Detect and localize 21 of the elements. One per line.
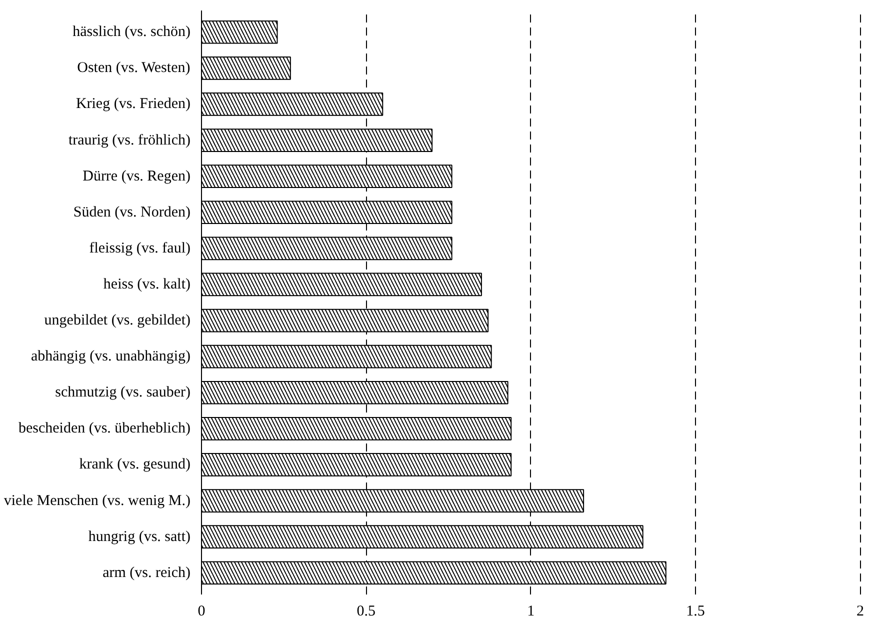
y-tick-label: arm (vs. reich) [102,564,191,581]
y-tick-label: hungrig (vs. satt) [88,528,191,545]
y-tick-label: schmutzig (vs. sauber) [55,384,191,401]
y-tick-label: heiss (vs. kalt) [103,276,191,292]
y-tick-label: Dürre (vs. Regen) [82,168,191,184]
y-tick-label: hässlich (vs. schön) [72,24,191,40]
x-tick-label: 1.5 [686,604,705,618]
y-tick-label: Krieg (vs. Frieden) [76,96,191,112]
y-tick-label: krank (vs. gesund) [79,456,191,473]
y-tick-label: abhängig (vs. unabhängig) [30,348,191,365]
y-tick-label: fleissig (vs. faul) [89,240,191,256]
x-tick-label: 0 [198,604,206,618]
y-tick-label: traurig (vs. fröhlich) [68,132,191,148]
y-tick-label: ungebildet (vs. gebildet) [44,312,191,329]
y-tick-label: Süden (vs. Norden) [73,204,191,220]
y-tick-label: viele Menschen (vs. wenig M.) [4,492,191,509]
x-tick-label: 2 [856,604,864,618]
y-tick-label: Osten (vs. Westen) [77,60,190,76]
x-tick-label: 1 [527,604,535,618]
x-tick-label: 0.5 [356,604,376,618]
y-tick-label: bescheiden (vs. überheblich) [18,420,191,437]
